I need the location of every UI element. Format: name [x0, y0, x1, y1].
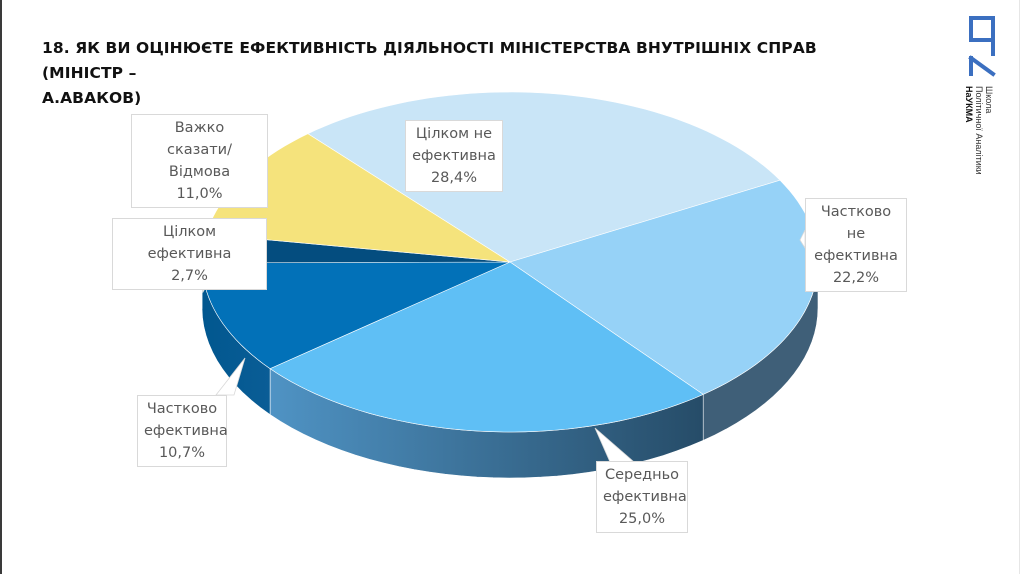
- logo-mark-icon: [968, 16, 996, 77]
- callout-label: Цілком не: [415, 126, 493, 142]
- callout-tsilkom-efektyvna: Цілком ефективна 2,7%: [112, 218, 267, 290]
- callout-label: Частково не: [820, 204, 892, 242]
- callout-label: Цілком ефективна: [147, 224, 232, 262]
- chart-title: 18. ЯК ВИ ОЦІНЮЄТЕ ЕФЕКТИВНІСТЬ ДІЯЛЬНОС…: [42, 36, 862, 111]
- callout-value: 2,7%: [171, 268, 208, 284]
- callout-value: 25,0%: [618, 511, 666, 527]
- callout-seredno-efektyvna: Середньо ефективна 25,0%: [596, 461, 688, 533]
- logo-line-2: Політичної Аналітики: [974, 86, 984, 175]
- callout-label: Частково: [146, 401, 218, 417]
- callout-label: Середньо: [604, 467, 680, 483]
- chart-title-line-1: 18. ЯК ВИ ОЦІНЮЄТЕ ЕФЕКТИВНІСТЬ ДІЯЛЬНОС…: [42, 39, 817, 82]
- callout-label: ефективна: [603, 489, 687, 505]
- callout-label: ефективна: [412, 148, 496, 164]
- pie-tops: [201, 91, 819, 433]
- logo-text: Школа Політичної Аналітики НаУКМА: [964, 86, 994, 175]
- callout-label: ефективна: [144, 423, 228, 439]
- callout-label: Важко: [174, 120, 225, 136]
- logo-line-3: НаУКМА: [964, 86, 974, 123]
- logo-line-1: Школа: [984, 86, 994, 114]
- callout-value: 22,2%: [832, 270, 880, 286]
- callout-value: 10,7%: [158, 445, 206, 461]
- callout-value: 11,0%: [176, 186, 223, 202]
- left-frame-border: [0, 0, 2, 574]
- pie-slice-2: [269, 261, 704, 433]
- chart-title-line-2: А.АВАКОВ): [42, 89, 142, 107]
- school-logo: Школа Політичної Аналітики НаУКМА: [962, 14, 1002, 204]
- callout-vazhko-skazaty: Важко сказати/Відмова 11,0%: [131, 114, 268, 208]
- callout-value: 28,4%: [430, 170, 478, 186]
- callout-tsilkom-ne-efektyvna: Цілком не ефективна 28,4%: [405, 120, 503, 192]
- pie-slice-1: [509, 179, 819, 395]
- callout-label: сказати/Відмова: [167, 142, 232, 180]
- callout-label: ефективна: [814, 248, 898, 264]
- callout-chastkovo-efektyvna: Частково ефективна 10,7%: [137, 395, 228, 467]
- callout-chastkovo-ne-efektyvna: Частково не ефективна 22,2%: [805, 198, 907, 292]
